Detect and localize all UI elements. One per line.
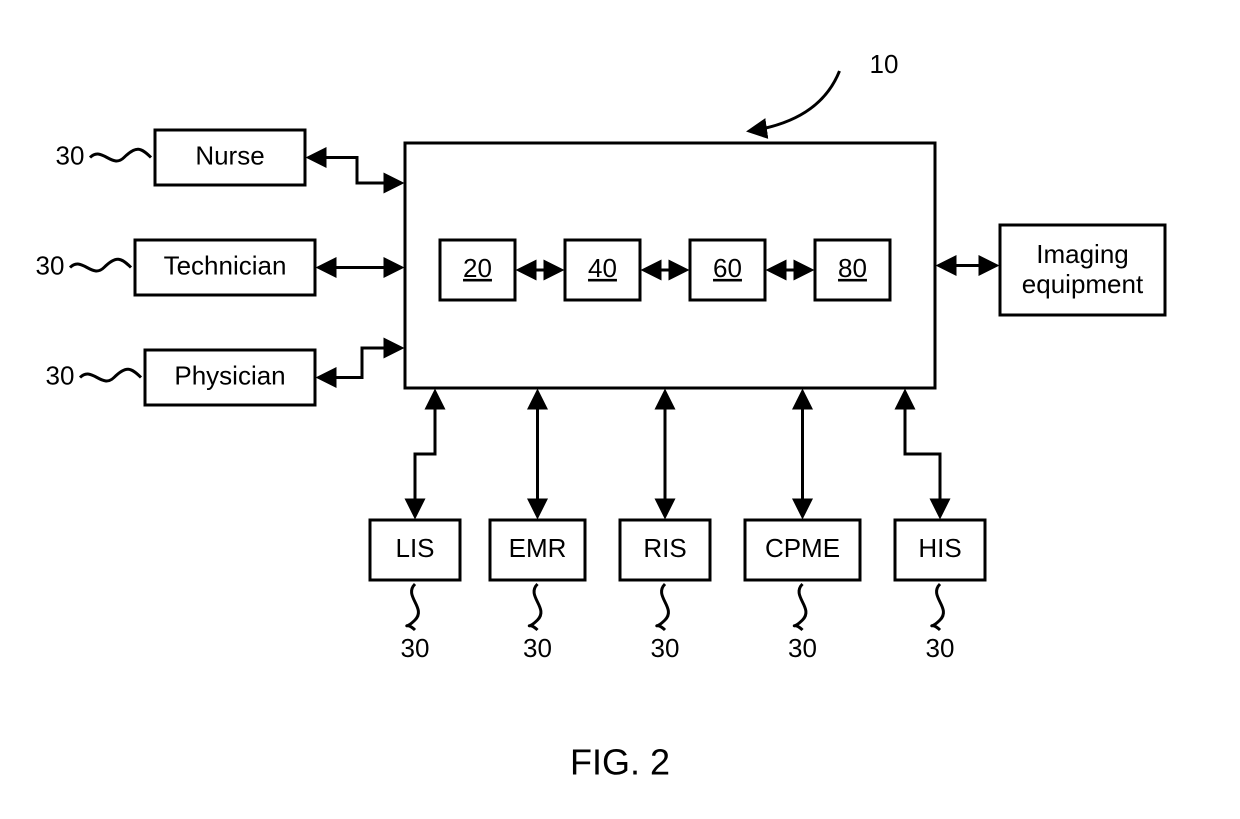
left-label-1: Technician [164, 250, 287, 280]
inner-label-20: 20 [463, 253, 492, 283]
bottom-label-2: RIS [643, 533, 686, 563]
left-squiggle-1 [70, 259, 131, 271]
bottom-conn-0 [415, 392, 435, 516]
bottom-squiggle-2 [657, 584, 669, 630]
figure-caption: FIG. 2 [570, 742, 670, 783]
inner-label-40: 40 [588, 253, 617, 283]
bottom-squiggle-4 [932, 584, 944, 630]
bottom-label-0: LIS [395, 533, 434, 563]
bottom-ref-2: 30 [651, 633, 680, 663]
bottom-conn-4 [905, 392, 940, 516]
inner-label-80: 80 [838, 253, 867, 283]
bottom-ref-3: 30 [788, 633, 817, 663]
left-label-0: Nurse [195, 140, 264, 170]
bottom-ref-0: 30 [401, 633, 430, 663]
left-ref-1: 30 [36, 250, 65, 280]
bottom-ref-4: 30 [926, 633, 955, 663]
left-ref-0: 30 [56, 140, 85, 170]
inner-label-60: 60 [713, 253, 742, 283]
bottom-label-3: CPME [765, 533, 840, 563]
right-label-2: equipment [1022, 269, 1144, 299]
left-squiggle-0 [90, 149, 151, 161]
bottom-ref-1: 30 [523, 633, 552, 663]
bottom-label-1: EMR [509, 533, 567, 563]
right-label-1: Imaging [1036, 239, 1129, 269]
bottom-squiggle-1 [529, 584, 541, 630]
left-conn-2 [319, 348, 401, 378]
ref-label-10: 10 [870, 49, 899, 79]
left-conn-0 [309, 158, 401, 184]
left-squiggle-2 [80, 369, 141, 381]
bottom-label-4: HIS [918, 533, 961, 563]
left-label-2: Physician [174, 360, 285, 390]
bottom-squiggle-3 [794, 584, 806, 630]
figure-diagram: 20 40 60 80 Nurse 30 Technician 30 Physician 30 Im… [0, 0, 1240, 814]
bottom-squiggle-0 [407, 584, 419, 630]
ref-arrow-10 [750, 71, 840, 131]
left-ref-2: 30 [46, 360, 75, 390]
